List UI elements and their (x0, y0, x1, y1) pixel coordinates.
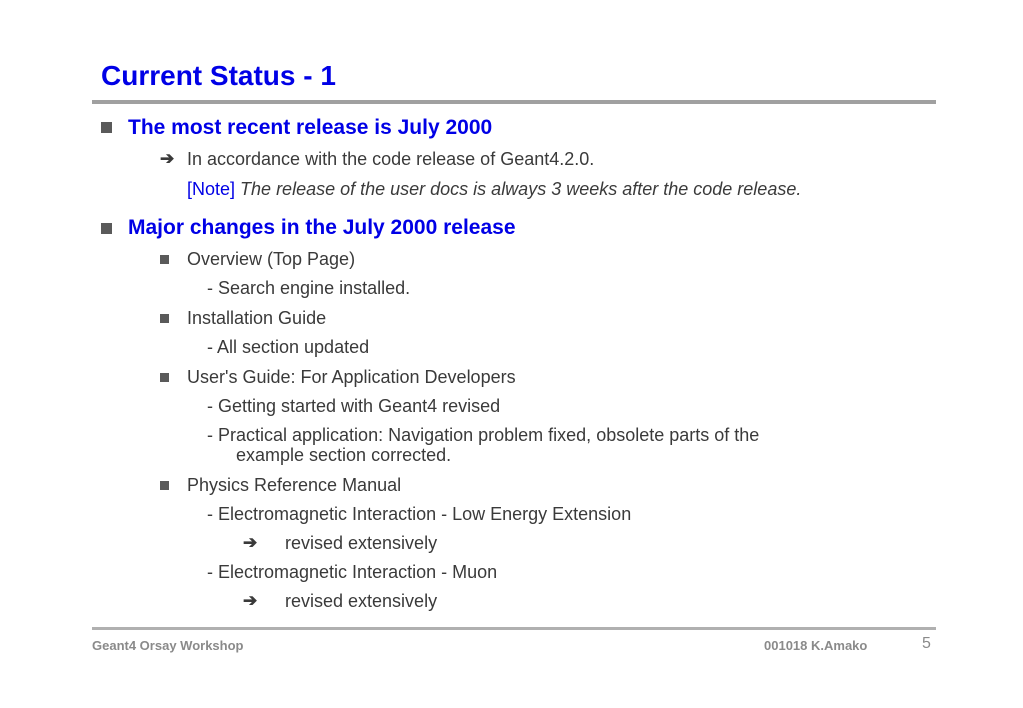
section-heading-release: The most recent release is July 2000 (128, 116, 493, 139)
square-bullet-icon (160, 481, 169, 490)
detail-practical-application: - Practical application: Navigation prob… (207, 425, 760, 445)
note-tag: [Note] (187, 179, 236, 199)
square-bullet-icon (101, 223, 112, 234)
detail-getting-started: - Getting started with Geant4 revised (207, 396, 501, 416)
footer-right-text: 001018 K.Amako (764, 638, 868, 653)
title-divider (92, 100, 936, 104)
list-item-physics-reference: Physics Reference Manual (187, 475, 402, 495)
right-arrow-icon: ➔ (243, 533, 258, 552)
footer-divider (92, 627, 936, 630)
detail-revised-2: revised extensively (285, 591, 438, 611)
detail-revised-1: revised extensively (285, 533, 438, 553)
square-bullet-icon (101, 122, 112, 133)
detail-em-low-energy: - Electromagnetic Interaction - Low Ener… (207, 504, 632, 524)
section-heading-major-changes: Major changes in the July 2000 release (128, 216, 516, 239)
list-item-users-guide: User's Guide: For Application Developers (187, 367, 516, 387)
detail-practical-application-cont: example section corrected. (236, 445, 452, 465)
square-bullet-icon (160, 373, 169, 382)
footer-left-text: Geant4 Orsay Workshop (92, 638, 244, 653)
right-arrow-icon: ➔ (160, 149, 175, 168)
square-bullet-icon (160, 255, 169, 264)
page-number: 5 (922, 635, 931, 652)
square-bullet-icon (160, 314, 169, 323)
release-note: [Note] The release of the user docs is a… (187, 179, 801, 200)
list-item-overview: Overview (Top Page) (187, 249, 356, 269)
detail-em-muon: - Electromagnetic Interaction - Muon (207, 562, 498, 582)
detail-all-sections: - All section updated (207, 337, 370, 357)
slide-title: Current Status - 1 (101, 60, 336, 91)
list-item-installation-guide: Installation Guide (187, 308, 327, 328)
note-text: The release of the user docs is always 3… (240, 179, 802, 199)
arrow-item-code-release: In accordance with the code release of G… (187, 149, 595, 169)
detail-search-engine: - Search engine installed. (207, 278, 411, 298)
right-arrow-icon: ➔ (243, 591, 258, 610)
